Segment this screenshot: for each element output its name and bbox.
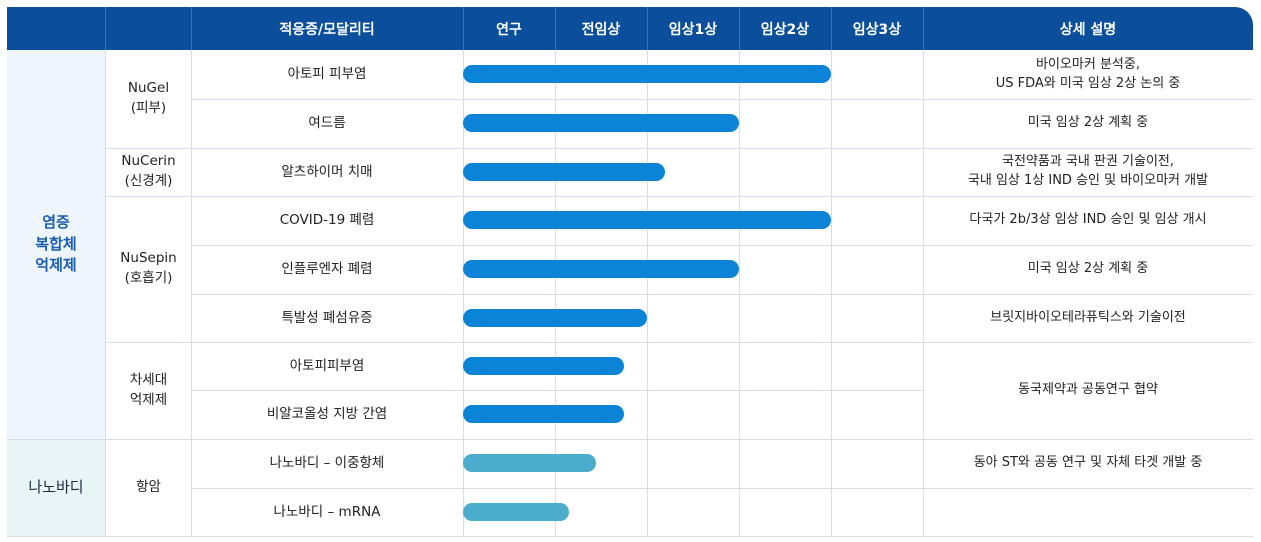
- header-divider: [191, 7, 192, 50]
- header-description: 상세 설명: [923, 7, 1253, 50]
- indication-label: 여드름: [308, 114, 346, 131]
- indication-label: 나노바디 – 이중항체: [269, 454, 385, 471]
- header-stage-phase1: 임상1상: [647, 7, 739, 50]
- category-nanobody: 나노바디: [7, 439, 105, 537]
- grid-line: [106, 196, 1253, 197]
- indication-label: 알츠하이머 치매: [281, 163, 373, 180]
- header-divider: [739, 7, 740, 50]
- grid-line: [739, 50, 740, 537]
- header-divider: [647, 7, 648, 50]
- pipeline-bar: [463, 211, 831, 229]
- header-divider: [463, 7, 464, 50]
- header-stage-phase3: 임상3상: [831, 7, 923, 50]
- platform-nusepin: NuSepin (호흡기): [120, 250, 177, 286]
- grid-line: [105, 50, 106, 537]
- header-divider: [555, 7, 556, 50]
- category-inflammasome: 염증 복합체 억제제: [7, 50, 105, 439]
- pipeline-bar: [463, 163, 665, 181]
- header-stage-preclinical: 전임상: [555, 7, 647, 50]
- grid-line: [191, 245, 1253, 246]
- grid-line: [647, 50, 648, 537]
- grid-line: [191, 390, 923, 391]
- description-nugel-acne: 미국 임상 2상 계획 중: [1027, 115, 1149, 131]
- pipeline-bar: [463, 405, 624, 423]
- grid-line: [191, 50, 192, 537]
- platform-oncology: 항암: [136, 479, 161, 496]
- description-ipf: 브릿지바이오테라퓨틱스와 기술이전: [990, 309, 1186, 325]
- indication-label: 인플루엔자 폐렴: [281, 260, 373, 277]
- header-indication: 적응증/모달리티: [191, 7, 463, 50]
- grid-line: [106, 342, 1253, 343]
- grid-line: [191, 99, 1253, 100]
- grid-line: [831, 50, 832, 537]
- description-next-gen: 동국제약과 공동연구 협약: [1018, 382, 1158, 398]
- indication-label: COVID-19 폐렴: [279, 211, 375, 228]
- platform-nugel: NuGel (피부): [127, 80, 170, 116]
- grid-line: [923, 50, 924, 537]
- pipeline-bar: [463, 357, 624, 375]
- pipeline-bar: [463, 260, 739, 278]
- pipeline-bar: [463, 114, 739, 132]
- platform-next-gen: 차세대 억제제: [129, 371, 168, 408]
- header-stage-research: 연구: [463, 7, 555, 50]
- header-divider: [831, 7, 832, 50]
- grid-line: [191, 488, 1253, 489]
- header-divider: [105, 7, 106, 50]
- pipeline-bar: [463, 309, 647, 327]
- description-nugel-atopic: 바이오마커 분석중, US FDA와 미국 임상 2상 논의 중: [995, 56, 1181, 91]
- grid-line: [106, 148, 1253, 149]
- indication-label: 아토피피부염: [289, 357, 365, 374]
- pipeline-bar: [463, 503, 569, 521]
- indication-label: 비알코올성 지방 간염: [266, 405, 388, 422]
- indication-label: 나노바디 – mRNA: [273, 503, 381, 520]
- grid-line: [191, 294, 1253, 295]
- header-stage-phase2: 임상2상: [739, 7, 831, 50]
- indication-label: 특발성 폐섬유증: [281, 309, 373, 326]
- pipeline-bar: [463, 454, 596, 472]
- grid-line: [555, 50, 556, 537]
- grid-line: [7, 439, 1253, 440]
- grid-line: [463, 50, 464, 537]
- header-blank-cell: [7, 7, 191, 50]
- description-nanobody: 동아 ST와 공동 연구 및 자체 타겟 개발 중: [973, 455, 1203, 471]
- description-influenza: 미국 임상 2상 계획 중: [1027, 261, 1149, 277]
- description-nucerin: 국전약품과 국내 판권 기술이전, 국내 임상 1상 IND 승인 및 바이오마…: [967, 154, 1209, 188]
- grid-line: [7, 536, 1253, 537]
- header-divider: [923, 7, 924, 50]
- platform-nucerin: NuCerin (신경계): [121, 153, 176, 189]
- pipeline-bar: [463, 65, 831, 83]
- indication-label: 아토피 피부염: [287, 65, 367, 82]
- description-covid: 다국가 2b/3상 임상 IND 승인 및 임상 개시: [969, 212, 1207, 228]
